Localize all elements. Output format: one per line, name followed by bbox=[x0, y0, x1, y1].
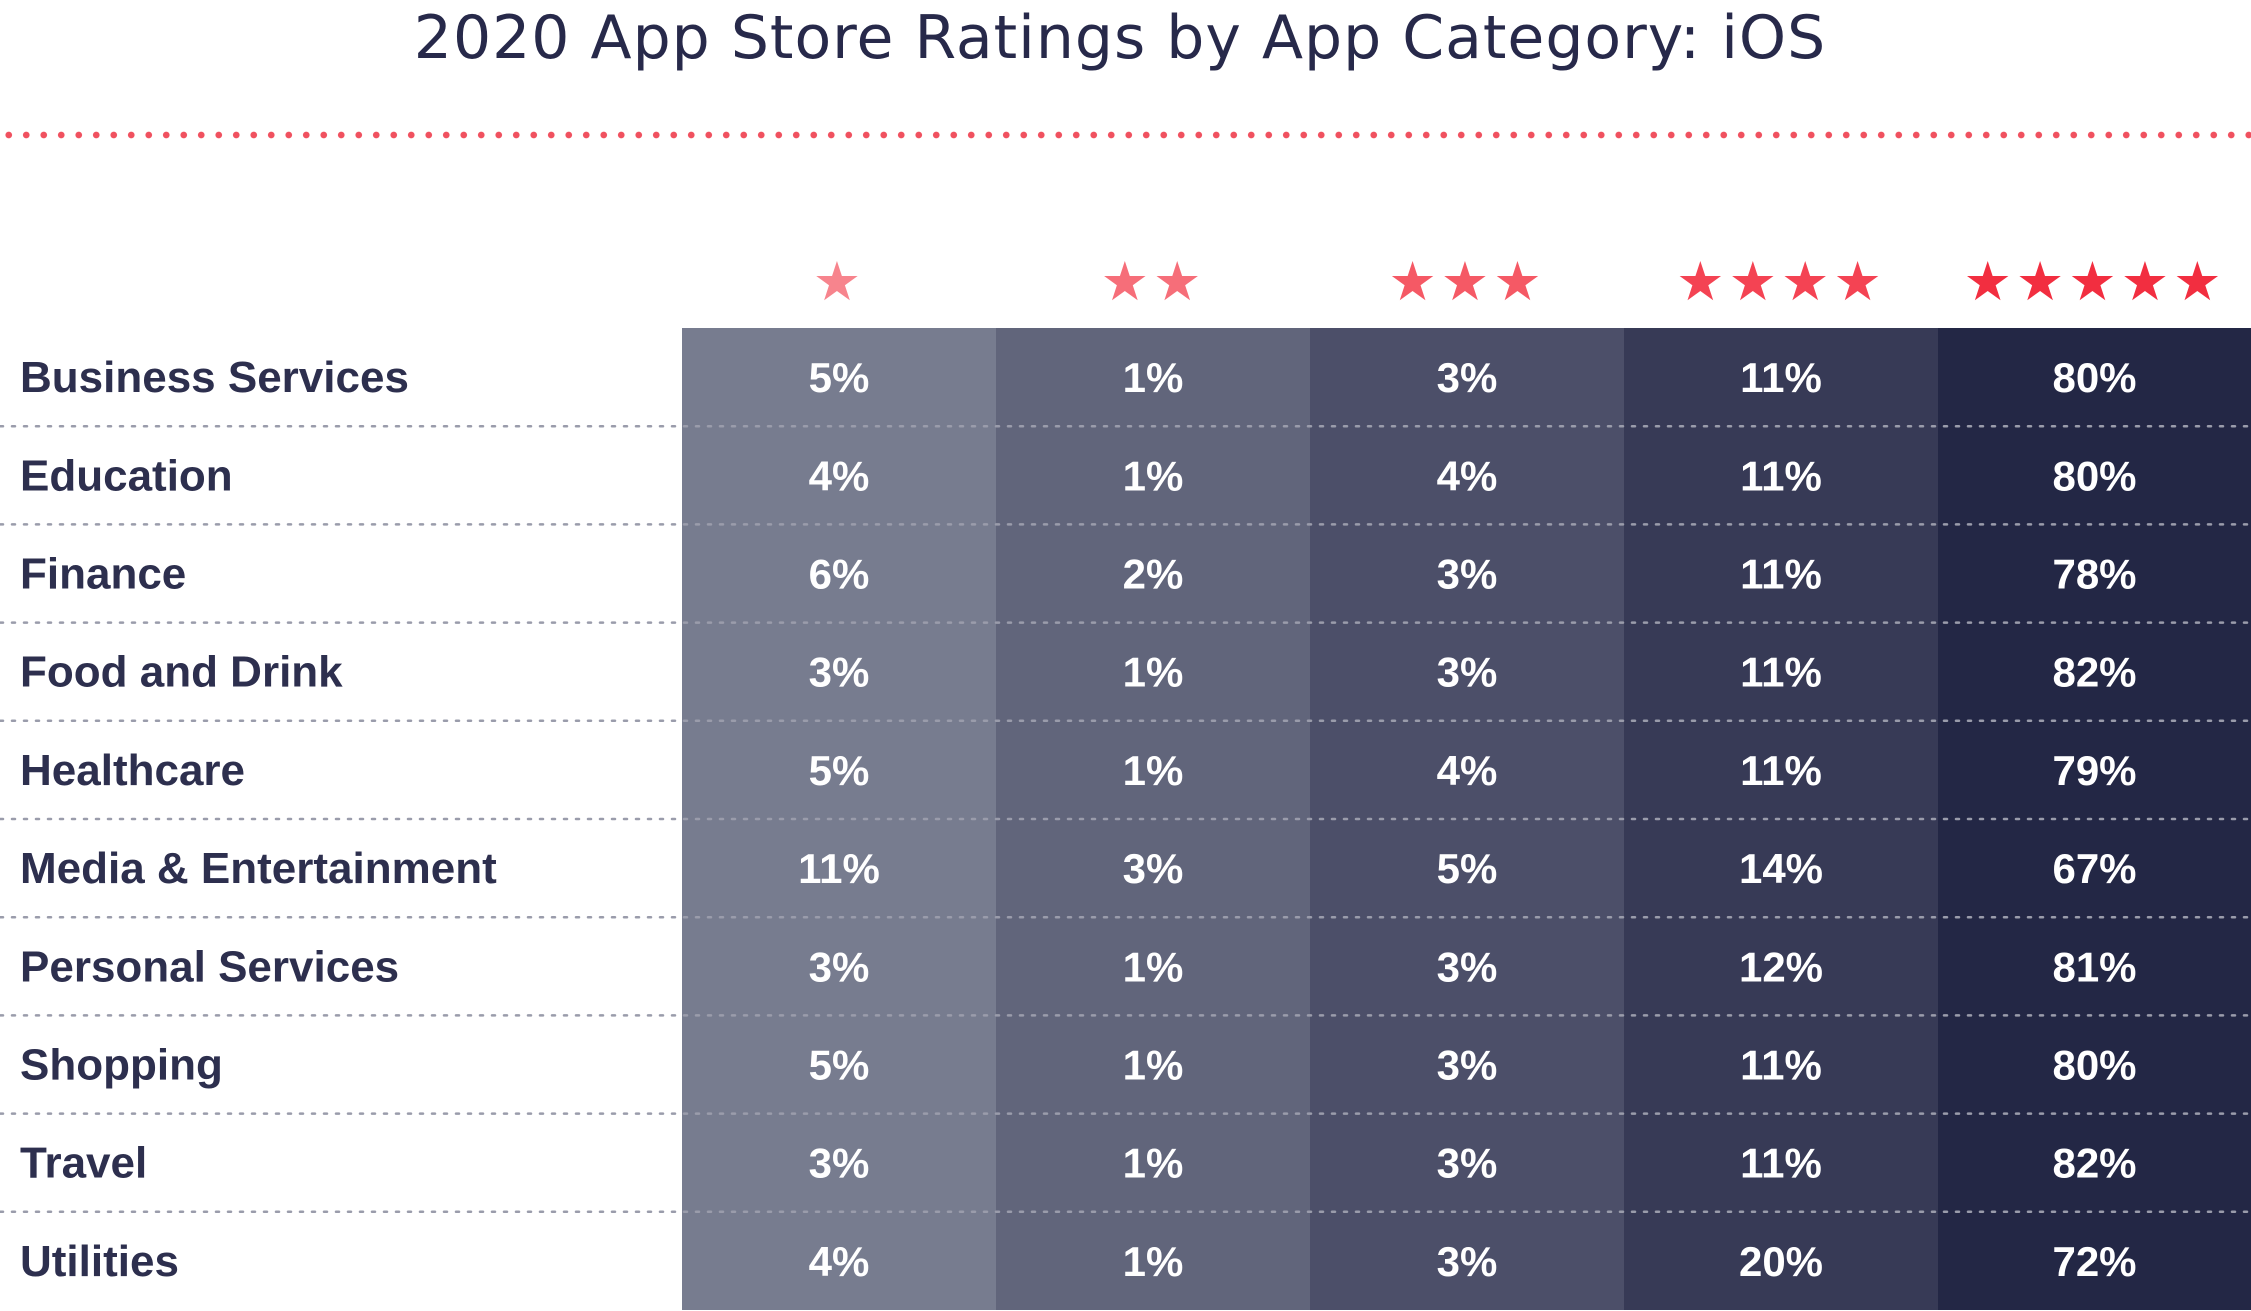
cell-value: 1% bbox=[1123, 452, 1184, 499]
cell-value: 4% bbox=[809, 1238, 870, 1285]
row-label: Travel bbox=[20, 1139, 147, 1188]
cell-value: 5% bbox=[809, 747, 870, 794]
star-header-3-icon: ★★★ bbox=[1388, 250, 1545, 313]
cell-value: 3% bbox=[1437, 649, 1498, 696]
cell-value: 12% bbox=[1739, 943, 1823, 990]
cell-value: 1% bbox=[1123, 747, 1184, 794]
cell-value: 3% bbox=[1123, 845, 1184, 892]
row-label: Personal Services bbox=[20, 942, 399, 991]
cell-value: 11% bbox=[1740, 747, 1822, 794]
row-label: Media & Entertainment bbox=[20, 844, 497, 893]
cell-value: 72% bbox=[2052, 1238, 2136, 1285]
cell-value: 4% bbox=[1437, 452, 1498, 499]
row-label: Business Services bbox=[20, 353, 409, 402]
star-header-2-icon: ★★ bbox=[1101, 250, 1206, 313]
cell-value: 11% bbox=[798, 845, 880, 892]
cell-value: 82% bbox=[2052, 1140, 2136, 1187]
row-label: Food and Drink bbox=[20, 648, 343, 697]
cell-value: 1% bbox=[1123, 1140, 1184, 1187]
cell-value: 1% bbox=[1123, 943, 1184, 990]
chart-title: 2020 App Store Ratings by App Category: … bbox=[413, 3, 1827, 73]
row-label: Finance bbox=[20, 550, 186, 599]
cell-value: 11% bbox=[1740, 1140, 1822, 1187]
star-header-1-icon: ★ bbox=[813, 250, 865, 313]
row-label: Healthcare bbox=[20, 746, 245, 795]
cell-value: 20% bbox=[1739, 1238, 1823, 1285]
cell-value: 5% bbox=[809, 1042, 870, 1089]
cell-value: 1% bbox=[1123, 354, 1184, 401]
cell-value: 11% bbox=[1740, 551, 1822, 598]
cell-value: 3% bbox=[809, 943, 870, 990]
title-dotted-rule bbox=[0, 131, 2251, 139]
cell-value: 5% bbox=[1437, 845, 1498, 892]
cell-value: 3% bbox=[1437, 354, 1498, 401]
cell-value: 80% bbox=[2052, 354, 2136, 401]
cell-value: 5% bbox=[809, 354, 870, 401]
cell-value: 2% bbox=[1123, 551, 1184, 598]
cell-value: 14% bbox=[1739, 845, 1823, 892]
cell-value: 1% bbox=[1123, 649, 1184, 696]
cell-value: 81% bbox=[2052, 943, 2136, 990]
cell-value: 3% bbox=[1437, 1042, 1498, 1089]
cell-value: 78% bbox=[2052, 551, 2136, 598]
row-label: Shopping bbox=[20, 1041, 223, 1090]
cell-value: 3% bbox=[809, 1140, 870, 1187]
star-header-4-icon: ★★★★ bbox=[1676, 250, 1886, 313]
cell-value: 3% bbox=[1437, 1238, 1498, 1285]
cell-value: 80% bbox=[2052, 452, 2136, 499]
cell-value: 11% bbox=[1740, 649, 1822, 696]
cell-value: 1% bbox=[1123, 1238, 1184, 1285]
cell-value: 80% bbox=[2052, 1042, 2136, 1089]
cell-value: 11% bbox=[1740, 1042, 1822, 1089]
cell-value: 11% bbox=[1740, 452, 1822, 499]
cell-value: 3% bbox=[1437, 943, 1498, 990]
cell-value: 4% bbox=[809, 452, 870, 499]
cell-value: 4% bbox=[1437, 747, 1498, 794]
cell-value: 1% bbox=[1123, 1042, 1184, 1089]
star-header-5-icon: ★★★★★ bbox=[1963, 250, 2225, 313]
cell-value: 6% bbox=[809, 551, 870, 598]
cell-value: 82% bbox=[2052, 649, 2136, 696]
cell-value: 3% bbox=[1437, 551, 1498, 598]
cell-value: 11% bbox=[1740, 354, 1822, 401]
cell-value: 3% bbox=[809, 649, 870, 696]
cell-value: 67% bbox=[2052, 845, 2136, 892]
row-label: Education bbox=[20, 451, 233, 500]
cell-value: 3% bbox=[1437, 1140, 1498, 1187]
row-label: Utilities bbox=[20, 1237, 179, 1286]
cell-value: 79% bbox=[2052, 747, 2136, 794]
